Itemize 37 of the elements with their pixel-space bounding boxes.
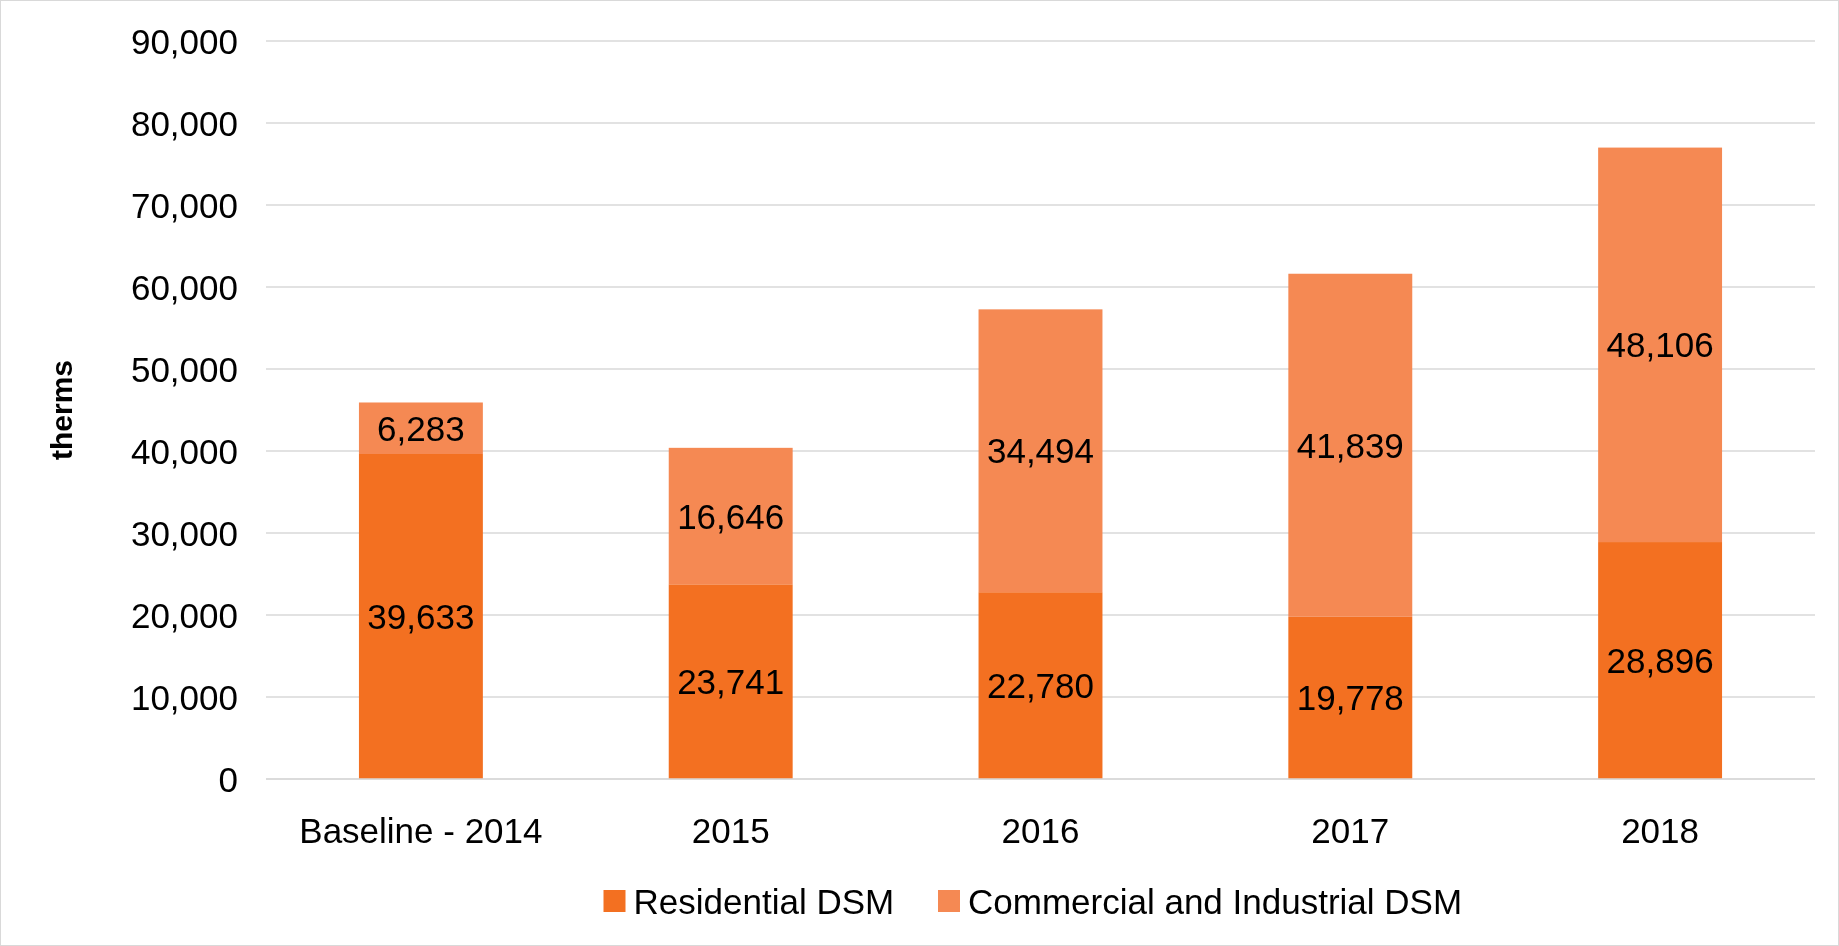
legend-label: Commercial and Industrial DSM: [968, 881, 1463, 921]
y-tick-label: 80,000: [130, 103, 238, 143]
legend-label: Residential DSM: [633, 881, 895, 921]
x-tick-label: Baseline - 2014: [299, 810, 543, 850]
y-tick-label: 0: [218, 759, 238, 799]
y-tick-label: 20,000: [130, 595, 238, 635]
data-label: 34,494: [986, 431, 1095, 471]
data-label: 39,633: [367, 597, 475, 636]
x-tick-label: 2015: [691, 810, 770, 850]
y-tick-label: 10,000: [130, 677, 238, 717]
y-axis-title: therms: [45, 359, 78, 461]
x-tick-label: 2018: [1621, 810, 1700, 850]
bar: [668, 447, 793, 585]
x-tick-label: 2016: [1001, 810, 1080, 850]
bar: [1288, 616, 1413, 779]
data-label: 41,839: [1296, 425, 1404, 465]
data-label: 23,741: [677, 662, 785, 702]
data-label: 6,283: [377, 408, 465, 448]
data-label: 48,106: [1606, 325, 1714, 365]
y-tick-label: 30,000: [130, 513, 238, 553]
bar: [358, 454, 483, 779]
data-label: 28,896: [1606, 641, 1714, 681]
y-tick-label: 90,000: [130, 21, 238, 61]
data-label: 22,780: [986, 666, 1095, 706]
bar: [1288, 273, 1413, 617]
data-label: 16,646: [677, 496, 785, 536]
x-tick-label: 2017: [1311, 810, 1390, 850]
data-label: 19,778: [1296, 678, 1404, 718]
bar: [1598, 542, 1723, 779]
y-tick-label: 50,000: [130, 349, 238, 389]
bar: [1598, 147, 1723, 543]
bar: [978, 592, 1103, 779]
y-tick-label: 60,000: [130, 267, 238, 307]
bar: [668, 584, 793, 779]
y-tick-label: 70,000: [130, 185, 238, 225]
y-tick-label: 40,000: [130, 431, 238, 471]
bar: [978, 309, 1103, 593]
